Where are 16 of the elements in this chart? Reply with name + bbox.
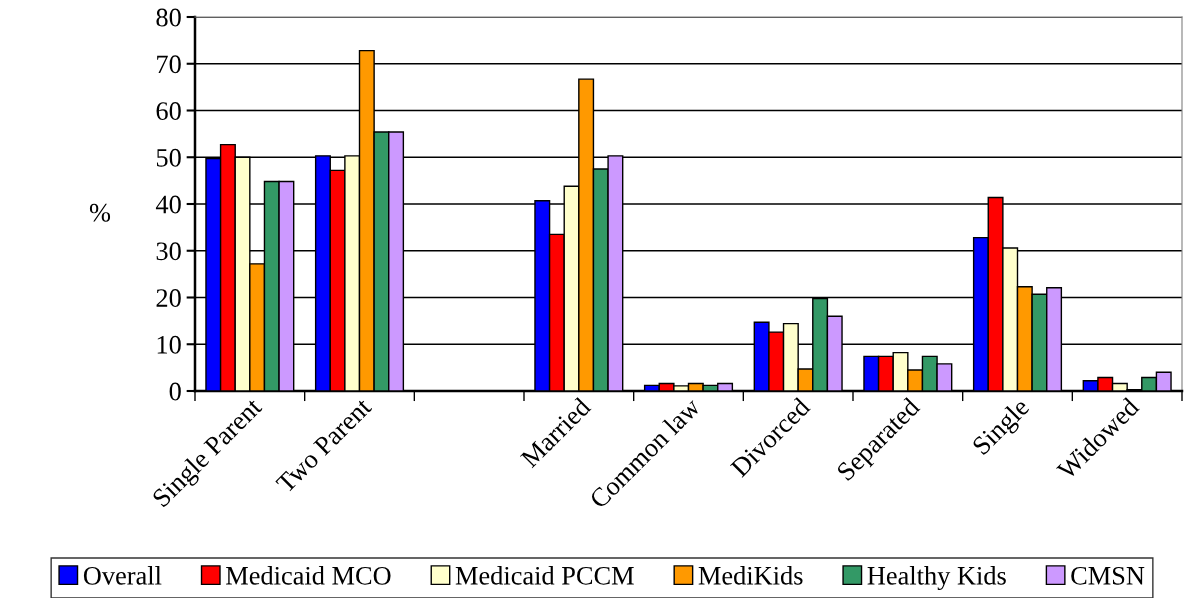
y-tick-label: 60 bbox=[156, 102, 181, 120]
y-tick-label: 50 bbox=[156, 148, 181, 167]
y-tick-label: 0 bbox=[169, 382, 181, 401]
legend-label: Healthy Kids bbox=[867, 566, 1006, 591]
y-axis-title: % bbox=[89, 203, 111, 222]
y-tick-label: 10 bbox=[157, 335, 181, 354]
y-tick-label: 40 bbox=[155, 195, 181, 214]
legend-label: MediKids bbox=[698, 566, 803, 585]
legend-label: Medicaid PCCM bbox=[455, 566, 634, 585]
y-tick-label: 30 bbox=[156, 242, 181, 261]
legend-label: Medicaid MCO bbox=[226, 566, 391, 585]
legend-label: CMSN bbox=[1071, 566, 1145, 585]
y-tick-label: 70 bbox=[157, 55, 181, 74]
y-tick-label: 80 bbox=[156, 8, 181, 27]
y-tick-label: 20 bbox=[156, 289, 181, 307]
legend-label: Overall bbox=[83, 566, 162, 585]
